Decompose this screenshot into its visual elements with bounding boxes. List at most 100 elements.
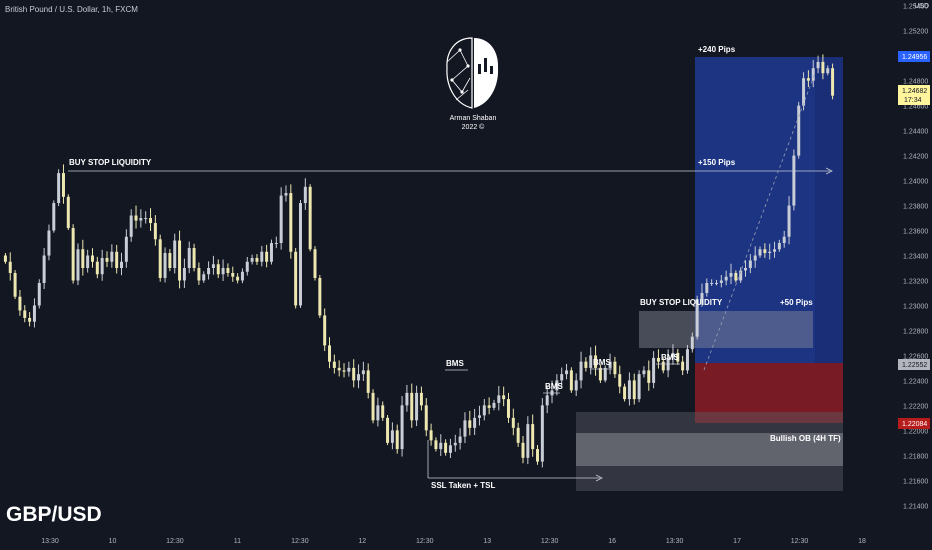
candle-down — [308, 184, 312, 252]
annotation-labels: BUY STOP LIQUIDITY BUY STOP LIQUIDITY BM… — [69, 45, 841, 490]
x-tick-label: 18 — [858, 538, 866, 545]
candle-up — [671, 344, 675, 365]
candle-down — [806, 70, 810, 88]
candle-up — [139, 209, 143, 228]
candle-down — [676, 348, 680, 365]
candle-down — [618, 365, 622, 394]
pips-150-label: +150 Pips — [698, 158, 736, 167]
candle-up — [37, 279, 41, 309]
candle-up — [245, 256, 249, 276]
candle-down — [661, 358, 665, 374]
candle-down — [289, 184, 293, 259]
y-tick-label: 1.23800 — [903, 204, 928, 211]
candle-up — [260, 245, 264, 267]
candle-down — [236, 273, 240, 284]
candle-up — [47, 224, 51, 261]
candle-up — [555, 374, 559, 396]
candle-down — [623, 383, 627, 402]
candle-up — [376, 397, 380, 427]
candle-down — [66, 194, 70, 231]
logo-year: 2022 © — [462, 123, 486, 131]
candle-down — [3, 253, 7, 264]
y-tick-label: 1.23200 — [903, 278, 928, 285]
y-tick-label: 1.22200 — [903, 403, 928, 410]
candle-down — [8, 252, 12, 281]
candle-up — [540, 398, 544, 468]
candle-down — [265, 244, 269, 268]
candle-down — [613, 356, 617, 378]
stop-price-text: 1.22084 — [902, 421, 927, 428]
x-tick-label: 16 — [608, 538, 616, 545]
candle-down — [821, 54, 825, 80]
logo-author: Arman Shaban — [450, 115, 497, 122]
chart-title: British Pound / U.S. Dollar, 1h, FXCM — [5, 5, 138, 14]
candle-down — [71, 224, 75, 284]
candle-up — [700, 283, 704, 307]
network-lines-icon — [446, 49, 471, 101]
candle-up — [685, 344, 689, 374]
ssl-arrowhead — [595, 474, 603, 482]
candle-up — [439, 434, 443, 456]
x-tick-label: 12:30 — [541, 538, 559, 545]
candle-up — [603, 365, 607, 383]
candle-up — [565, 363, 569, 380]
candle-up — [76, 243, 80, 286]
x-tick-label: 12 — [358, 538, 366, 545]
candle-up — [298, 199, 302, 308]
candle-down — [13, 270, 17, 300]
y-tick-label: 1.21600 — [903, 478, 928, 485]
candle-down — [158, 234, 162, 282]
candle-up — [279, 187, 283, 250]
candle-up — [202, 271, 206, 283]
x-axis[interactable]: 13:30 10 12:30 11 12:30 12 12:30 13 12:30 16 13:30… — [41, 538, 866, 545]
x-tick-label: 17 — [733, 538, 741, 545]
brain-logo: Arman Shaban 2022 © — [446, 37, 499, 131]
candle-up — [768, 243, 772, 260]
candle-up — [545, 385, 549, 414]
candle-up — [453, 434, 457, 452]
y-tick-label: 1.21400 — [903, 503, 928, 510]
candle-down — [381, 401, 385, 421]
y-tick-label: 1.25400 — [903, 4, 928, 11]
candle-down — [647, 360, 651, 391]
candle-down — [429, 423, 433, 446]
candle-down — [511, 408, 515, 436]
y-tick-label: 1.22400 — [903, 378, 928, 385]
candle-up — [637, 370, 641, 403]
candle-up — [163, 247, 167, 283]
candle-down — [197, 262, 201, 285]
candle-up — [110, 244, 114, 268]
candle-down — [536, 445, 540, 465]
projection-line — [703, 72, 816, 371]
candle-up — [482, 399, 486, 421]
candle-up — [240, 268, 244, 284]
last-price-text: 1.24682 — [902, 88, 927, 95]
candle-down — [521, 436, 525, 464]
target-price-text: 1.24956 — [902, 54, 927, 61]
candle-up — [744, 260, 748, 277]
candle-down — [366, 363, 370, 399]
candle-up — [42, 247, 46, 290]
candle-up — [497, 385, 501, 411]
candle-down — [81, 239, 85, 276]
y-tick-label: 1.24000 — [903, 179, 928, 186]
bullish-ob-zone-inner — [576, 433, 843, 466]
candle-down — [216, 259, 220, 279]
candle-up — [724, 270, 728, 286]
y-tick-label: 1.22800 — [903, 328, 928, 335]
x-tick-label: 12:30 — [416, 538, 434, 545]
candle-up — [129, 209, 133, 242]
candle-up — [221, 259, 225, 282]
candle-up — [303, 178, 307, 210]
candle-down — [424, 398, 428, 437]
y-tick-label: 1.25200 — [903, 29, 928, 36]
candle-up — [458, 428, 462, 450]
y-axis[interactable]: 1.254001.252001.250001.248001.246001.244… — [903, 4, 928, 511]
candles-layer — [3, 54, 835, 468]
candle-up — [357, 364, 361, 389]
candle-down — [516, 422, 520, 447]
candle-down — [168, 249, 172, 272]
candle-down — [313, 246, 317, 281]
price-tags: 1.24956 1.24682 17:34 1.22552 1.22084 — [898, 51, 930, 429]
